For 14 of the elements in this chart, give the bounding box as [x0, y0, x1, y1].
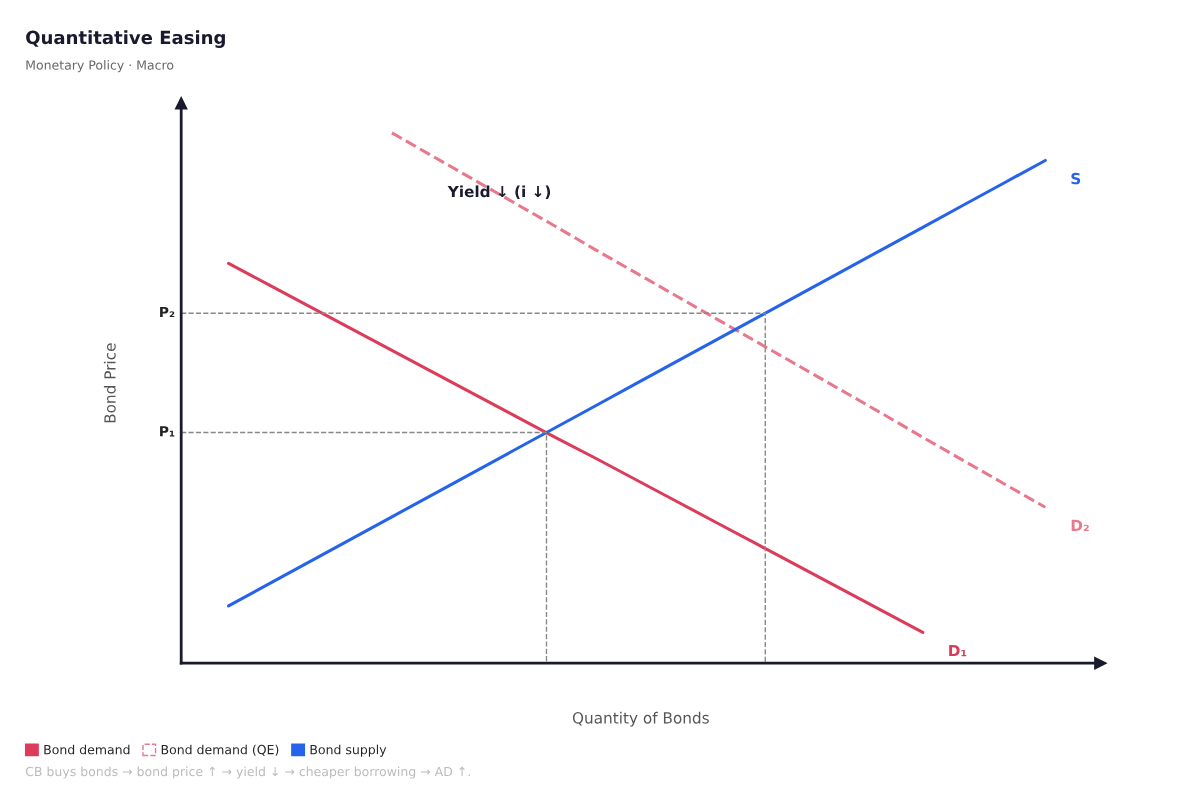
legend-label: Bond demand: [44, 744, 130, 755]
text: CB buys bonds → bond price ↑ → yield ↓ → cheaper borrowing → AD ↑.: [25, 766, 470, 779]
ref-line-label: P₂: [160, 306, 175, 318]
annotation: D₂: [1071, 519, 1089, 532]
x-axis-title: Quantity of Bonds: [572, 711, 709, 727]
legend-label: Bond demand (QE): [161, 744, 279, 756]
annotation: S: [1071, 172, 1081, 185]
chart-title: Quantitative Easing: [26, 30, 225, 48]
annotation: Yield ↓ (i ↓): [447, 185, 551, 200]
legend-label: Bond supply: [310, 744, 387, 757]
ref-line-label: P₁: [160, 426, 175, 437]
chart-subtitle: Monetary Policy · Macro: [26, 60, 174, 73]
annotation: D₁: [949, 644, 967, 657]
y-axis-title: Bond Price: [103, 343, 116, 423]
